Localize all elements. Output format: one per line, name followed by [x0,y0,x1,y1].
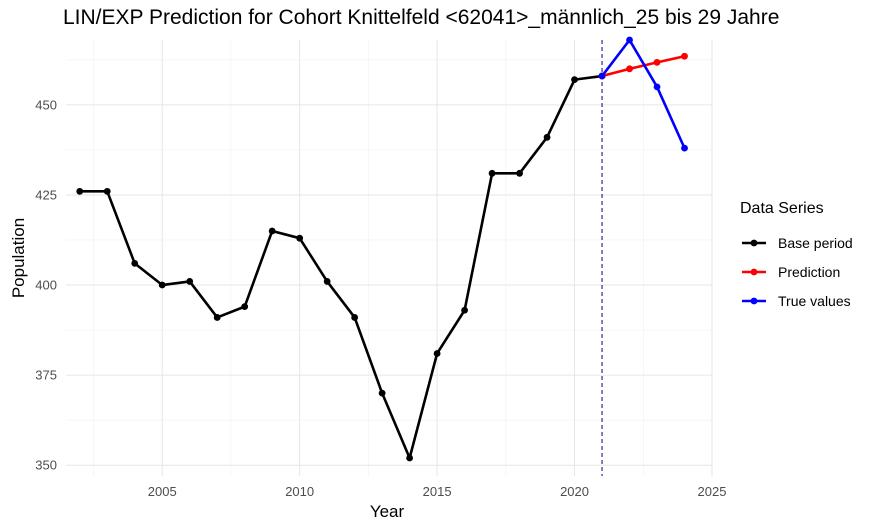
data-point [158,281,166,289]
legend-item: True values [740,286,853,315]
legend-key [742,239,766,246]
data-point [378,389,386,397]
legend-item: Base period [740,228,853,257]
data-point [186,278,194,285]
legend-key [742,297,766,304]
data-point [681,144,688,152]
x-tick-label: 2025 [698,484,727,499]
y-axis-label: Population [9,218,28,298]
data-point [296,234,304,242]
data-point [571,76,578,84]
data-point [681,52,688,60]
data-point [653,83,661,91]
data-point [626,65,633,73]
data-point [488,169,496,177]
legend-title: Data Series [740,200,824,217]
series-layer [76,36,688,462]
data-point [268,227,276,235]
y-tick-label: 350 [35,458,57,473]
legend-item: Prediction [740,257,853,286]
legend: Data Series Base period Prediction True va… [740,200,853,315]
data-point [516,169,523,177]
legend-key [742,268,766,275]
data-point [213,314,221,321]
x-tick-label: 2010 [285,484,314,499]
x-tick-label: 2005 [148,484,177,499]
legend-label: Prediction [778,263,841,280]
series-line [600,38,686,150]
chart-title: LIN/EXP Prediction for Cohort Knittelfel… [63,6,780,29]
y-tick-label: 375 [35,368,57,383]
y-tick-label: 425 [35,187,57,202]
y-tick-label: 400 [35,278,57,293]
data-point [653,58,661,66]
x-axis-label: Year [370,502,405,521]
x-tick-label: 2015 [423,484,452,499]
legend-items: Base period Prediction True values [740,228,853,315]
major-gridlines [66,40,713,476]
data-point [598,72,606,80]
legend-label: Base period [778,234,853,251]
data-point [406,454,414,462]
data-point [323,278,331,285]
data-point [241,303,249,311]
data-point [433,350,441,357]
data-point [351,314,359,321]
data-point [543,133,551,141]
tick-labels: 2005 2010 2015 2020 2025 350 375 400 425 450 [35,97,726,499]
data-point [461,306,468,314]
series-line [78,74,604,460]
data-point [76,187,84,195]
y-tick-label: 450 [35,97,57,112]
legend-label: True values [778,292,851,309]
minor-gridlines [66,40,712,476]
data-point [131,260,139,267]
data-point [626,36,633,44]
x-tick-label: 2020 [560,484,589,499]
data-point [103,187,111,195]
